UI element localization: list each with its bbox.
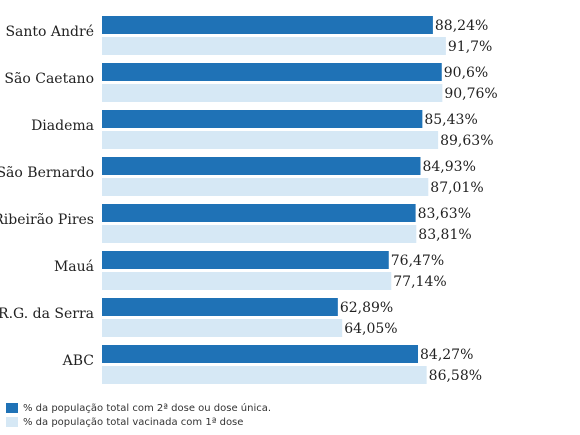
legend-item-second-dose: % da população total com 2ª dose ou dose… [6,401,271,415]
bar-abc-series-1 [102,345,419,363]
legend-label-second-dose: % da população total com 2ª dose ou dose… [23,402,272,414]
legend-swatch-second-dose [6,403,18,413]
bar-ribeirao-pires-series-2 [102,225,417,243]
data-label-abc-series-1: 84,27% [420,347,473,363]
bar-r-g-da-serra-series-1 [102,298,338,316]
bar-sao-bernardo-series-2 [102,178,429,196]
bar-r-g-da-serra-series-2 [102,319,343,337]
data-label-sao-bernardo-series-1: 84,93% [422,159,475,175]
data-label-santo-andre-series-2: 91,7% [448,39,492,55]
legend-item-first-dose: % da população total vacinada com 1ª dos… [6,415,271,429]
data-label-santo-andre-series-1: 88,24% [435,18,488,34]
bar-diadema-series-2 [102,131,439,149]
data-label-diadema-series-2: 89,63% [440,133,493,149]
bar-abc-series-2 [102,366,427,384]
bar-maua-series-2 [102,272,392,290]
bar-ribeirao-pires-series-1 [102,204,416,222]
category-label-maua: Mauá [54,259,94,275]
legend: % da população total com 2ª dose ou dose… [6,401,271,429]
category-label-abc: ABC [62,353,94,369]
data-label-sao-bernardo-series-2: 87,01% [430,180,483,196]
bar-diadema-series-1 [102,110,423,128]
legend-label-first-dose: % da população total vacinada com 1ª dos… [23,416,244,428]
data-label-sao-caetano-series-1: 90,6% [444,65,488,81]
data-label-r-g-da-serra-series-1: 62,89% [340,300,393,316]
data-label-maua-series-2: 77,14% [393,274,446,290]
bar-santo-andre-series-2 [102,37,446,55]
bar-sao-caetano-series-1 [102,63,442,81]
data-label-ribeirao-pires-series-1: 83,63% [418,206,471,222]
data-label-abc-series-2: 86,58% [429,368,482,384]
bar-chart: Santo André 88,24% 91,7% São Caetano 90,6% 90… [0,16,498,384]
category-label-sao-bernardo: São Bernardo [0,165,94,181]
category-label-sao-caetano: São Caetano [4,71,94,87]
category-label-r-g-da-serra: R.G. da Serra [0,306,94,322]
data-label-sao-caetano-series-2: 90,76% [444,86,497,102]
category-label-ribeirao-pires: Ribeirão Pires [0,212,94,228]
bar-santo-andre-series-1 [102,16,433,34]
data-label-diadema-series-1: 85,43% [424,112,477,128]
legend-swatch-first-dose [6,417,18,427]
data-label-r-g-da-serra-series-2: 64,05% [344,321,397,337]
bar-sao-caetano-series-2 [102,84,443,102]
bar-maua-series-1 [102,251,389,269]
data-label-ribeirao-pires-series-2: 83,81% [418,227,471,243]
category-label-diadema: Diadema [31,118,94,134]
data-label-maua-series-1: 76,47% [391,253,444,269]
bar-sao-bernardo-series-1 [102,157,421,175]
category-label-santo-andre: Santo André [5,24,94,40]
